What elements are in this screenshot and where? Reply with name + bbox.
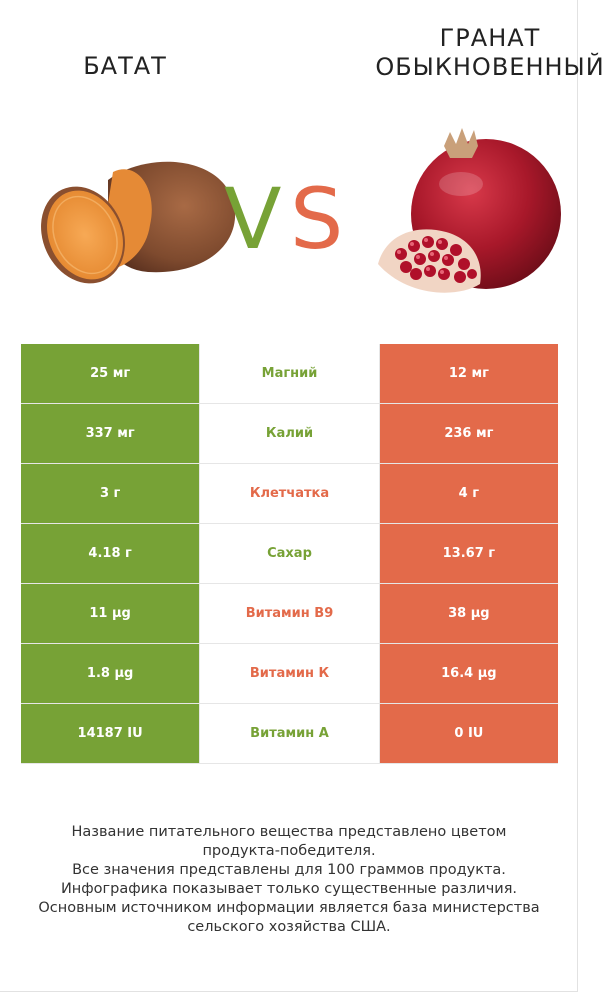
table-row: 4.18 г Сахар 13.67 г — [21, 523, 558, 584]
footnotes: Название питательного вещества представл… — [0, 823, 578, 937]
nutrient-name: Сахар — [199, 523, 380, 584]
note-line: сельского хозяйства США. — [187, 919, 391, 935]
sweet-potato-image — [41, 161, 236, 284]
table-row: 337 мг Калий 236 мг — [21, 403, 558, 464]
table-row: 3 г Клетчатка 4 г — [21, 463, 558, 524]
table-row: 1.8 µg Витамин К 16.4 µg — [21, 643, 558, 704]
note-line: Название питательного вещества представл… — [71, 824, 507, 840]
note-line: Инфографика показывает только существенн… — [60, 881, 518, 897]
right-value: 38 µg — [379, 583, 558, 644]
nutrient-name: Клетчатка — [199, 463, 380, 524]
left-value: 14187 IU — [21, 703, 200, 764]
vs-v: V — [224, 170, 281, 258]
nutrient-name: Витамин A — [199, 703, 380, 764]
table-row: 25 мг Магний 12 мг — [21, 344, 558, 404]
left-value: 11 µg — [21, 583, 200, 644]
vs-s: S — [290, 170, 343, 258]
right-value: 236 мг — [379, 403, 558, 464]
right-value: 4 г — [379, 463, 558, 524]
right-food-title: гранат обыкновенный — [360, 24, 607, 82]
pomegranate-image — [378, 128, 561, 293]
vs-label: V S — [224, 170, 343, 258]
nutrient-name: Калий — [199, 403, 380, 464]
left-value: 25 мг — [21, 344, 200, 404]
left-value: 337 мг — [21, 403, 200, 464]
nutrient-name: Витамин B9 — [199, 583, 380, 644]
left-food-title: батат — [83, 52, 167, 80]
left-value: 3 г — [21, 463, 200, 524]
right-value: 12 мг — [379, 344, 558, 404]
note-line: Все значения представлены для 100 граммо… — [72, 862, 506, 878]
left-value: 1.8 µg — [21, 643, 200, 704]
right-value: 16.4 µg — [379, 643, 558, 704]
right-value: 0 IU — [379, 703, 558, 764]
comparison-table: 25 мг Магний 12 мг 337 мг Калий 236 мг 3 г Клет… — [21, 344, 558, 764]
note-line: Основным источником информации является … — [38, 900, 540, 916]
infographic-frame — [0, 0, 578, 992]
nutrient-name: Магний — [199, 344, 380, 404]
left-value: 4.18 г — [21, 523, 200, 584]
table-row: 11 µg Витамин B9 38 µg — [21, 583, 558, 644]
right-food-title-line2: обыкновенный — [375, 53, 605, 81]
right-food-title-line1: гранат — [439, 24, 541, 52]
nutrient-name: Витамин К — [199, 643, 380, 704]
note-line: продукта-победителя. — [202, 843, 376, 859]
right-value: 13.67 г — [379, 523, 558, 584]
